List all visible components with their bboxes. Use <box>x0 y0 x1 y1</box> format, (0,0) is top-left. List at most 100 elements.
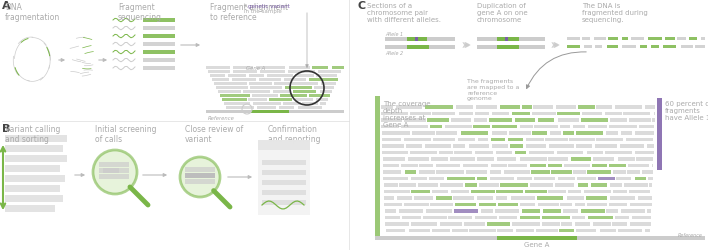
Bar <box>256 67 285 70</box>
Bar <box>463 164 489 167</box>
Bar <box>636 151 654 154</box>
Bar <box>563 132 573 135</box>
Bar <box>695 46 705 49</box>
Bar <box>476 177 487 180</box>
Bar <box>396 106 422 109</box>
Bar <box>496 196 507 200</box>
Bar <box>220 95 250 98</box>
Bar <box>309 95 330 98</box>
Bar <box>607 46 619 49</box>
Bar <box>620 144 644 148</box>
Bar <box>575 222 590 226</box>
Bar <box>249 83 272 86</box>
Bar <box>606 132 619 135</box>
Bar <box>143 51 175 54</box>
Bar <box>381 118 402 122</box>
Text: DNA
fragmentation: DNA fragmentation <box>5 3 60 22</box>
Bar <box>567 38 580 41</box>
Bar <box>404 203 429 206</box>
Bar <box>440 183 462 187</box>
Bar <box>489 118 513 122</box>
Bar <box>320 91 332 94</box>
Bar <box>469 228 496 232</box>
Bar <box>595 46 602 49</box>
Bar <box>529 151 554 154</box>
Bar <box>628 164 649 167</box>
Bar <box>185 167 215 172</box>
Bar <box>284 79 306 82</box>
Bar <box>645 228 650 232</box>
Bar <box>455 106 473 109</box>
Bar <box>312 67 329 70</box>
Bar <box>469 144 489 148</box>
Bar <box>592 164 607 167</box>
Bar <box>578 183 588 187</box>
Bar <box>648 177 653 180</box>
Bar <box>309 79 338 82</box>
Bar <box>206 110 344 114</box>
Bar <box>508 138 523 141</box>
Bar <box>598 177 615 180</box>
Bar <box>582 38 590 41</box>
Bar <box>647 144 654 148</box>
Bar <box>534 177 555 180</box>
Bar <box>451 190 469 193</box>
Bar <box>475 151 493 154</box>
Bar <box>538 203 559 206</box>
Bar <box>481 209 493 213</box>
Bar <box>629 118 651 122</box>
Bar <box>558 177 575 180</box>
Bar <box>476 106 497 109</box>
Bar <box>99 162 129 167</box>
Bar <box>302 103 318 106</box>
Bar <box>496 190 523 193</box>
Bar <box>452 228 467 232</box>
Bar <box>384 203 402 206</box>
Bar <box>648 209 651 213</box>
Bar <box>426 106 453 109</box>
Bar <box>542 222 559 226</box>
Bar <box>492 125 517 128</box>
Bar <box>430 125 442 128</box>
Bar <box>5 146 63 152</box>
Bar <box>516 228 534 232</box>
Bar <box>5 175 65 182</box>
Bar <box>436 170 464 174</box>
Bar <box>459 112 473 116</box>
Bar <box>657 98 662 170</box>
Bar <box>517 177 532 180</box>
Bar <box>143 27 175 30</box>
Text: 60 percent of
fragments
have Allele 1: 60 percent of fragments have Allele 1 <box>665 100 708 120</box>
Bar <box>401 216 421 219</box>
Bar <box>690 38 697 41</box>
Bar <box>532 132 547 135</box>
Bar <box>605 112 622 116</box>
Bar <box>571 157 591 161</box>
Bar <box>385 46 455 50</box>
Bar <box>419 164 433 167</box>
Bar <box>433 190 448 193</box>
Bar <box>581 209 605 213</box>
Bar <box>331 67 344 70</box>
Bar <box>588 125 607 128</box>
Text: Initial screening
of calls: Initial screening of calls <box>95 124 156 144</box>
Bar <box>610 196 635 200</box>
Bar <box>542 209 561 213</box>
Bar <box>440 222 462 226</box>
Text: Close review of
variant: Close review of variant <box>185 124 244 144</box>
Bar <box>218 91 241 94</box>
Bar <box>491 112 508 116</box>
Bar <box>548 164 561 167</box>
Bar <box>418 170 435 174</box>
Bar <box>399 209 423 213</box>
Bar <box>316 75 338 78</box>
Bar <box>250 87 282 90</box>
Text: The coverage
depth
increases at
Gene A: The coverage depth increases at Gene A <box>383 100 430 128</box>
Bar <box>431 157 447 161</box>
Bar <box>576 228 596 232</box>
Bar <box>216 87 249 90</box>
Bar <box>447 177 475 180</box>
Bar <box>384 183 398 187</box>
Bar <box>430 203 453 206</box>
Bar <box>663 46 676 49</box>
